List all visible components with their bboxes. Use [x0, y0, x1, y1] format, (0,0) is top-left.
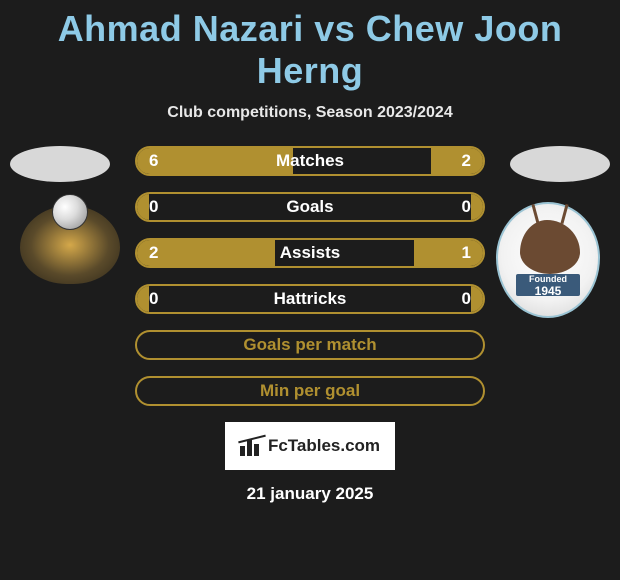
club-crest-left [20, 206, 120, 284]
stat-value-right: 0 [462, 286, 471, 312]
stat-value-right: 1 [462, 240, 471, 266]
club-crest-right: Founded 1945 [496, 202, 600, 318]
stat-row: Goals per match [135, 330, 485, 360]
stat-label: Assists [137, 240, 483, 266]
stat-label: Goals [137, 194, 483, 220]
brand-badge: FcTables.com [225, 422, 395, 470]
stat-value-left: 0 [149, 286, 158, 312]
snapshot-date: 21 january 2025 [0, 484, 620, 504]
stat-value-left: 6 [149, 148, 158, 174]
comparison-content: Founded 1945 Matches62Goals00Assists21Ha… [0, 146, 620, 504]
stat-label: Hattricks [137, 286, 483, 312]
stat-value-right: 2 [462, 148, 471, 174]
stat-label: Min per goal [137, 378, 483, 404]
stat-row: Min per goal [135, 376, 485, 406]
stat-bars: Matches62Goals00Assists21Hattricks00Goal… [135, 146, 485, 406]
crest-founded-label: Founded [529, 274, 567, 284]
crest-banner: Founded 1945 [516, 274, 580, 296]
stat-label: Goals per match [137, 332, 483, 358]
stat-row: Goals0 0 [135, 192, 485, 222]
page-subtitle: Club competitions, Season 2023/2024 [0, 104, 620, 122]
stat-value-right: 0 [462, 194, 471, 220]
page-title: Ahmad Nazari vs Chew Joon Herng [0, 0, 620, 92]
player-right-oval [510, 146, 610, 182]
stat-row: Matches6 2 [135, 146, 485, 176]
deer-icon [520, 220, 580, 274]
bar-chart-icon [240, 436, 264, 456]
crest-founded-year: 1945 [516, 285, 580, 298]
stat-value-left: 2 [149, 240, 158, 266]
stat-label: Matches [137, 148, 483, 174]
stat-row: Hattricks0 0 [135, 284, 485, 314]
brand-text: FcTables.com [268, 436, 380, 456]
stat-row: Assists2 1 [135, 238, 485, 268]
stat-value-left: 0 [149, 194, 158, 220]
player-left-oval [10, 146, 110, 182]
